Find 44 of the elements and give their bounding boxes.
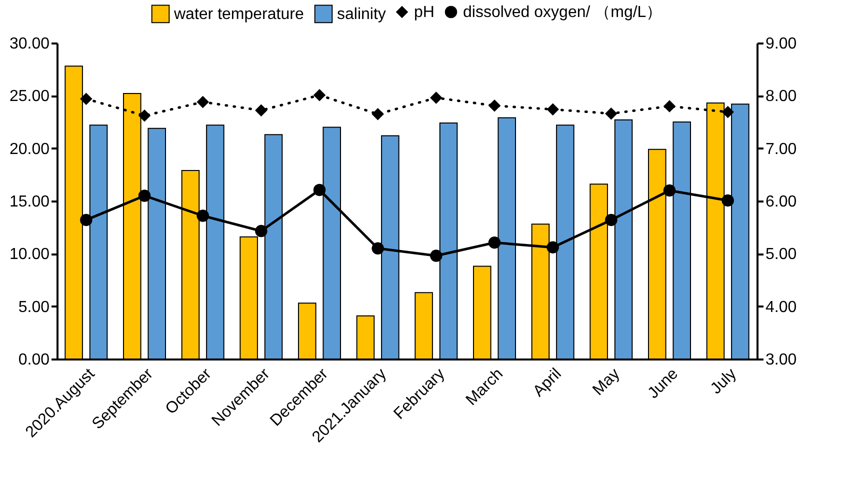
legend-label: pH [414, 4, 434, 21]
y2-tick-label: 6.00 [766, 194, 797, 210]
point [605, 214, 618, 226]
point [722, 106, 734, 118]
point [196, 210, 209, 222]
point [663, 100, 676, 112]
point [138, 110, 151, 122]
legend-label: dissolved oxygen/ （mg/L） [463, 4, 662, 21]
y2-tick-label: 3.00 [766, 352, 797, 368]
point [546, 103, 559, 116]
legend-label: water temperature [173, 6, 304, 23]
y-tick-label: 20.00 [9, 140, 50, 158]
point [430, 92, 442, 104]
legend-label: salinity [337, 6, 386, 23]
point [488, 236, 501, 249]
point [546, 241, 559, 254]
point [605, 107, 618, 120]
point [663, 184, 676, 197]
point [313, 89, 326, 102]
y2-tick-label: 8.00 [766, 88, 797, 106]
y2-tick-label: 9.00 [766, 36, 797, 52]
point [372, 242, 384, 255]
y-tick-label: 25.00 [9, 88, 50, 106]
point [722, 194, 734, 207]
y-tick-label: 30.00 [9, 36, 50, 52]
point [255, 224, 268, 238]
point [80, 92, 92, 105]
point [196, 96, 209, 108]
point [488, 100, 501, 112]
point [138, 190, 151, 202]
x-tick-label: May [590, 366, 624, 399]
point [372, 108, 384, 120]
y-tick-label: 5.00 [18, 298, 50, 316]
point [313, 184, 326, 196]
y-tick-label: 15.00 [9, 194, 50, 210]
y2-tick-label: 4.00 [766, 298, 797, 316]
y-tick-label: 0.00 [18, 352, 50, 368]
y2-tick-label: 5.00 [766, 246, 797, 264]
point [255, 104, 268, 117]
point [430, 250, 442, 262]
y2-tick-label: 7.00 [766, 140, 797, 158]
point [80, 214, 92, 226]
y-tick-label: 10.00 [9, 246, 50, 264]
x-tick-label: July [708, 366, 740, 398]
